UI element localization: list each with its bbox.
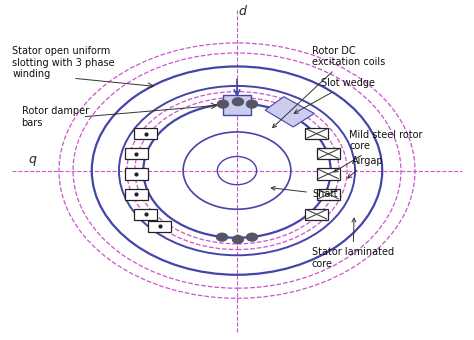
Text: q: q bbox=[28, 153, 36, 166]
Bar bbox=[317, 148, 340, 159]
Bar bbox=[134, 209, 157, 220]
Text: Stator laminated
core: Stator laminated core bbox=[312, 218, 394, 269]
Text: Rotor damper
bars: Rotor damper bars bbox=[21, 106, 89, 128]
Bar bbox=[223, 95, 251, 115]
Circle shape bbox=[246, 233, 257, 241]
Text: Shaft: Shaft bbox=[271, 186, 337, 199]
Bar bbox=[317, 168, 340, 180]
Circle shape bbox=[232, 98, 244, 106]
Bar bbox=[125, 189, 148, 200]
Bar bbox=[148, 221, 172, 232]
Circle shape bbox=[246, 100, 257, 108]
Text: Mild steel rotor
core: Mild steel rotor core bbox=[334, 130, 423, 172]
Bar bbox=[305, 209, 328, 220]
Bar bbox=[125, 168, 148, 180]
Text: Airgap: Airgap bbox=[347, 155, 383, 178]
Bar bbox=[317, 189, 340, 200]
Circle shape bbox=[232, 236, 244, 243]
Text: d: d bbox=[239, 5, 246, 18]
Text: Slot wedge: Slot wedge bbox=[294, 78, 375, 113]
Bar bbox=[125, 148, 148, 159]
Circle shape bbox=[217, 233, 228, 241]
Text: Stator open uniform
slotting with 3 phase
winding: Stator open uniform slotting with 3 phas… bbox=[12, 46, 115, 80]
Circle shape bbox=[217, 100, 228, 108]
Bar bbox=[305, 128, 328, 139]
Polygon shape bbox=[265, 97, 314, 127]
Bar bbox=[134, 128, 157, 139]
Text: Rotor DC
excitation coils: Rotor DC excitation coils bbox=[273, 46, 385, 128]
